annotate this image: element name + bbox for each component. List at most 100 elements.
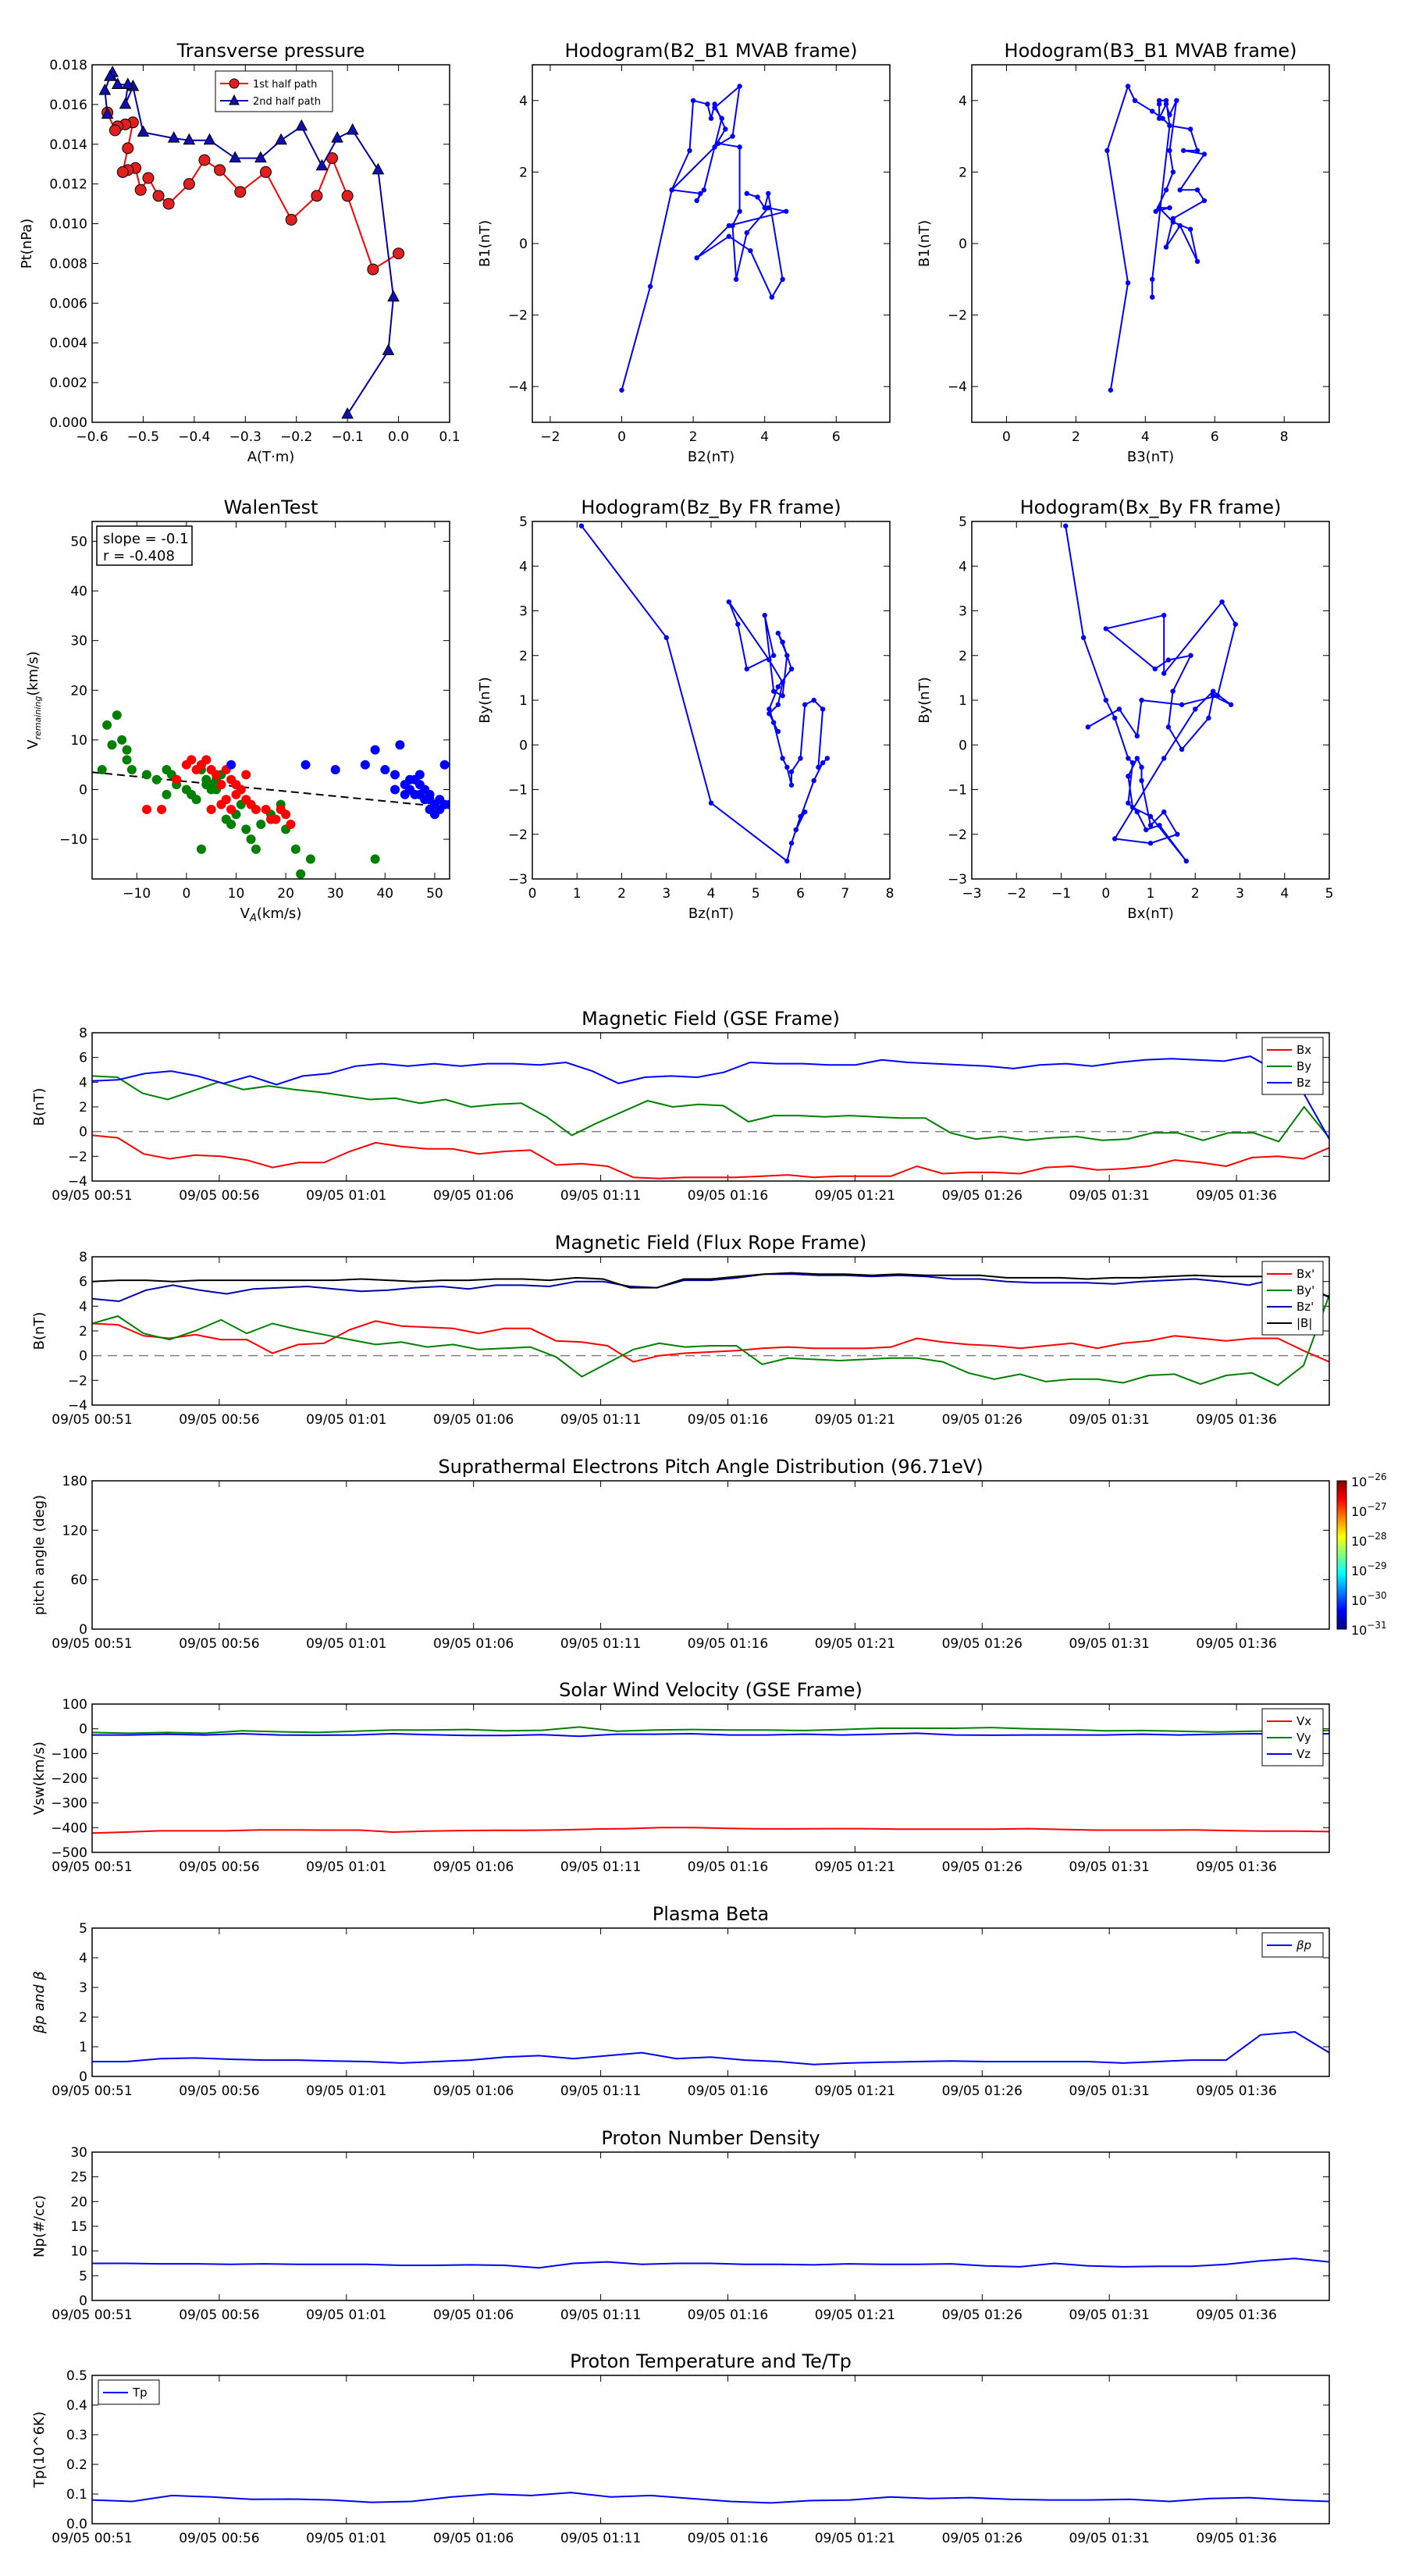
beta-legend-label: βp <box>1296 1938 1311 1952</box>
tp-marker <box>104 69 116 81</box>
walen-point <box>271 814 281 824</box>
mf_fr-xtick-label: 09/05 01:01 <box>306 1412 386 1428</box>
mf_fr-legend-label: Bx' <box>1297 1267 1314 1281</box>
mf_fr-xtick-label: 09/05 01:31 <box>1069 1412 1149 1428</box>
beta-xtick-label: 09/05 01:11 <box>560 2083 641 2099</box>
h3-marker <box>767 706 772 712</box>
h3-marker <box>770 653 777 658</box>
mf_gse-ytick-label: −4 <box>68 1174 87 1190</box>
np-xtick-label: 09/05 01:16 <box>688 2307 768 2323</box>
walen-point <box>395 740 405 750</box>
tp_temp-ytick-label: 0.1 <box>66 2487 87 2503</box>
h1-marker <box>619 387 624 393</box>
walen-point <box>226 760 237 770</box>
tp-marker <box>137 125 150 137</box>
walen-point <box>141 804 151 814</box>
beta-ytick-label: 5 <box>79 1921 87 1937</box>
pad-colorbar-label: 10−30 <box>1351 1590 1387 1608</box>
h3-marker <box>784 764 790 770</box>
h2-marker <box>1150 276 1155 282</box>
np-ytick-label: 20 <box>70 2194 87 2210</box>
mf_fr-ytick-label: −2 <box>68 1373 87 1389</box>
walen-point <box>216 780 226 790</box>
mf_gse-xtick-label: 09/05 01:16 <box>688 1188 768 1204</box>
h4-marker <box>1126 774 1131 779</box>
vsw-ylabel: Vsw(km/s) <box>31 1742 48 1815</box>
mf_fr-xtick-label: 09/05 00:56 <box>179 1412 259 1428</box>
tp_temp-ytick-label: 0.3 <box>66 2428 87 2443</box>
chart-h3: Hodogram(Bz_By FR frame) 0 1 2 3 4 5 6 7 8 −3 −2 −1 0… <box>477 496 894 922</box>
h4-marker <box>1161 809 1167 815</box>
beta-xtick-label: 09/05 01:21 <box>815 2083 895 2099</box>
h4-xtick-label: 5 <box>1325 886 1334 902</box>
h1-marker <box>744 190 749 197</box>
np-series-line <box>92 2258 1329 2269</box>
mf_fr-series-line <box>92 1272 1329 1299</box>
h4-xtick-label: 1 <box>1147 886 1155 902</box>
h1-xtick-label: 6 <box>832 429 841 445</box>
mf_gse-xtick-label: 09/05 01:31 <box>1069 1188 1149 1204</box>
h2-marker <box>1132 98 1138 103</box>
vsw-ytick-label: −100 <box>51 1746 87 1762</box>
h1-xtick-label: 0 <box>617 429 626 445</box>
tp-xtick-label: −0.4 <box>178 429 210 445</box>
walen-point <box>122 745 132 755</box>
chart-h1: Hodogram(B2_B1 MVAB frame) −2 0 2 4 6 −4 −2 0 2 4 B… <box>477 40 891 465</box>
vsw-series-line <box>92 1726 1329 1735</box>
walen-point <box>157 804 167 814</box>
vsw-xtick-label: 09/05 01:01 <box>306 1859 386 1875</box>
h1-ytick-label: 4 <box>519 94 528 109</box>
np-xtick-label: 09/05 01:01 <box>306 2307 386 2323</box>
tp-marker <box>214 164 226 176</box>
h2-marker <box>1170 215 1176 222</box>
tp_temp-plot-area <box>92 2492 1329 2504</box>
tp-marker <box>111 77 124 89</box>
tp-xtick-label: −0.3 <box>229 429 261 445</box>
mf_fr-legend-label: Bz' <box>1297 1300 1314 1314</box>
tp_temp-ytick-label: 0.0 <box>66 2517 87 2532</box>
walen-xtick-label: 20 <box>277 886 294 902</box>
h2-series-line <box>1106 84 1206 390</box>
walen-point <box>107 740 117 750</box>
h4-ytick-label: 2 <box>959 649 967 664</box>
h4-title: Hodogram(Bx_By FR frame) <box>1020 496 1282 518</box>
h4-xtick-label: −1 <box>1051 886 1071 902</box>
h3-ylabel: By(nT) <box>477 677 493 723</box>
h1-xlabel: B2(nT) <box>688 449 735 465</box>
tp_temp-xtick-label: 09/05 01:11 <box>560 2531 641 2546</box>
mf_fr-ytick-label: 4 <box>79 1299 87 1315</box>
h2-marker <box>1170 219 1176 225</box>
mf_gse-series-line <box>92 1075 1329 1143</box>
h3-marker <box>788 769 795 774</box>
h1-marker <box>744 230 749 236</box>
h3-marker <box>770 688 777 694</box>
vsw-ytick-label: −400 <box>51 1820 87 1836</box>
h3-marker <box>788 841 795 846</box>
h3-marker <box>798 813 803 820</box>
h4-xlabel: Bx(nT) <box>1127 906 1173 922</box>
walen-point <box>212 770 222 780</box>
h4-marker <box>1103 626 1108 632</box>
mf_fr-xtick-label: 09/05 01:36 <box>1196 1412 1276 1428</box>
h3-ytick-label: −2 <box>508 827 528 843</box>
h3-xtick-label: 5 <box>752 886 760 902</box>
h1-marker <box>669 187 674 193</box>
h1-marker <box>694 197 699 204</box>
tp-marker <box>101 107 114 119</box>
h2-marker <box>1150 294 1155 300</box>
walen-point <box>172 774 182 785</box>
beta-ytick-label: 3 <box>79 1980 87 1996</box>
h3-marker <box>788 782 795 788</box>
h4-marker <box>1112 715 1118 721</box>
h1-marker <box>737 144 742 150</box>
vsw-xtick-label: 09/05 00:51 <box>52 1859 132 1875</box>
walen-r-label: r = -0.408 <box>103 548 175 564</box>
vsw-ytick-label: −300 <box>51 1796 87 1812</box>
h2-marker <box>1167 205 1172 211</box>
walen-point <box>97 765 107 775</box>
walen-point <box>126 765 137 775</box>
vsw-plot-area <box>92 1726 1329 1834</box>
h3-marker <box>788 666 795 672</box>
walen-xlabel: VA(km/s) <box>240 906 302 924</box>
tp-legend-label: 1st half path <box>253 79 317 91</box>
